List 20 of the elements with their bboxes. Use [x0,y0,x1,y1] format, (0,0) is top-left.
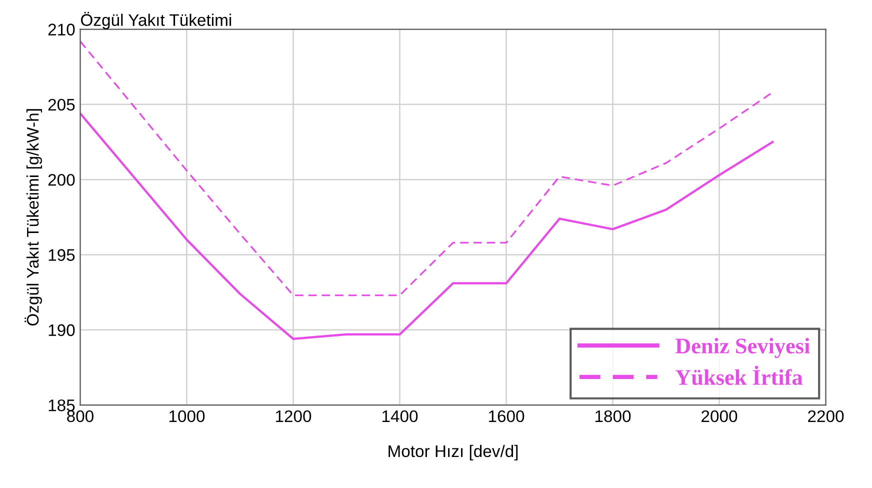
legend-label: Yüksek İrtifa [675,366,803,386]
y-axis-title: Özgül Yakıt Tüketimi [g/kW-h] [24,109,42,326]
x-tick-label: 1200 [276,410,312,422]
y-tick-label: 210 [48,24,75,36]
x-tick-label: 2000 [702,410,738,422]
x-tick-label: 800 [67,410,94,422]
y-tick-label: 200 [48,174,75,186]
line-series [80,40,774,296]
x-tick-label: 1600 [488,410,524,422]
x-tick-label: 1800 [596,410,631,422]
y-tick-label: 185 [48,399,75,412]
y-tick-label: 205 [48,98,75,111]
x-tick-label: 1000 [169,410,205,422]
x-tick-label: 1400 [382,410,418,422]
x-tick-label: 2200 [808,410,844,422]
x-axis-title: Motor Hızı [dev/d] [388,444,518,460]
legend-label: Deniz Seviyesi [675,338,810,358]
chart-title: Özgül Yakıt Tüketimi [81,12,232,30]
y-tick-label: 190 [48,324,75,336]
y-tick-label: 195 [48,249,75,261]
